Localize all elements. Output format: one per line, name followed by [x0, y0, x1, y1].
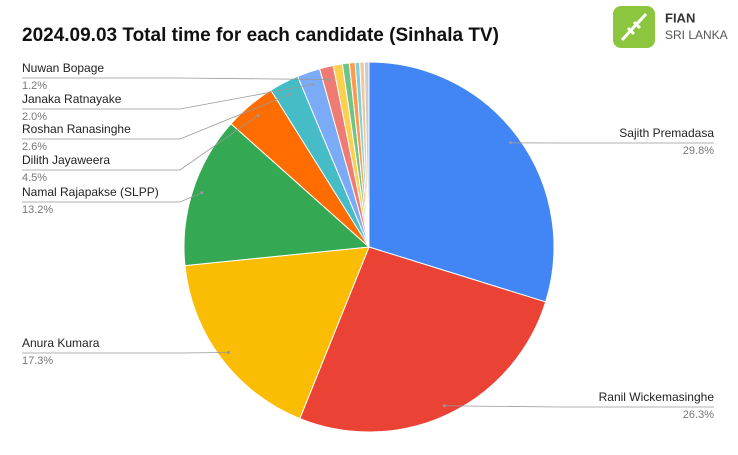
- leader-line: [444, 405, 714, 408]
- leader-line: [22, 192, 203, 203]
- slice-label: Roshan Ranasinghe: [22, 122, 131, 136]
- leader-line: [22, 115, 259, 171]
- leader-line: [22, 93, 291, 140]
- leader-line: [22, 84, 313, 110]
- value-label: 2.0%: [22, 111, 47, 123]
- leader-dot: [509, 141, 513, 145]
- value-label: 4.5%: [22, 172, 47, 184]
- logo: FIAN SRI LANKA: [613, 6, 728, 48]
- value-label: 17.3%: [22, 355, 53, 367]
- pie-slice: [363, 61, 370, 248]
- slice-label: Ranil Wickemasinghe: [599, 390, 715, 404]
- pie-slice: [299, 246, 547, 433]
- slice-label: Janaka Ratnayake: [22, 92, 122, 106]
- slice-label: Sajith Premadasa: [619, 126, 714, 140]
- leader-dot: [288, 92, 292, 96]
- value-label: 26.3%: [683, 409, 714, 421]
- chart-title: 2024.09.03 Total time for each candidate…: [22, 25, 499, 46]
- slice-label: Anura Kumara: [22, 336, 100, 350]
- leader-dot: [311, 82, 315, 86]
- logo-name: FIAN: [665, 10, 695, 25]
- slice-label: Dilith Jayaweera: [22, 153, 110, 167]
- pie-slice: [183, 123, 371, 267]
- slice-label: Nuwan Bopage: [22, 61, 104, 75]
- slice-label: Namal Rajapakse (SLPP): [22, 185, 159, 199]
- pie-slice: [368, 61, 555, 303]
- value-label: 1.2%: [22, 80, 47, 92]
- leader-dot: [200, 191, 204, 195]
- leader-dot: [226, 351, 230, 355]
- leader-dot: [256, 113, 260, 117]
- leader-dot: [327, 78, 331, 82]
- logo-mark: [620, 12, 648, 42]
- value-label: 13.2%: [22, 204, 53, 216]
- value-label: 29.8%: [683, 145, 714, 157]
- pie-slice: [184, 246, 370, 420]
- leader-line: [22, 77, 330, 80]
- logo-country: SRI LANKA: [665, 28, 728, 42]
- leader-dot: [442, 404, 446, 408]
- value-label: 2.6%: [22, 141, 47, 153]
